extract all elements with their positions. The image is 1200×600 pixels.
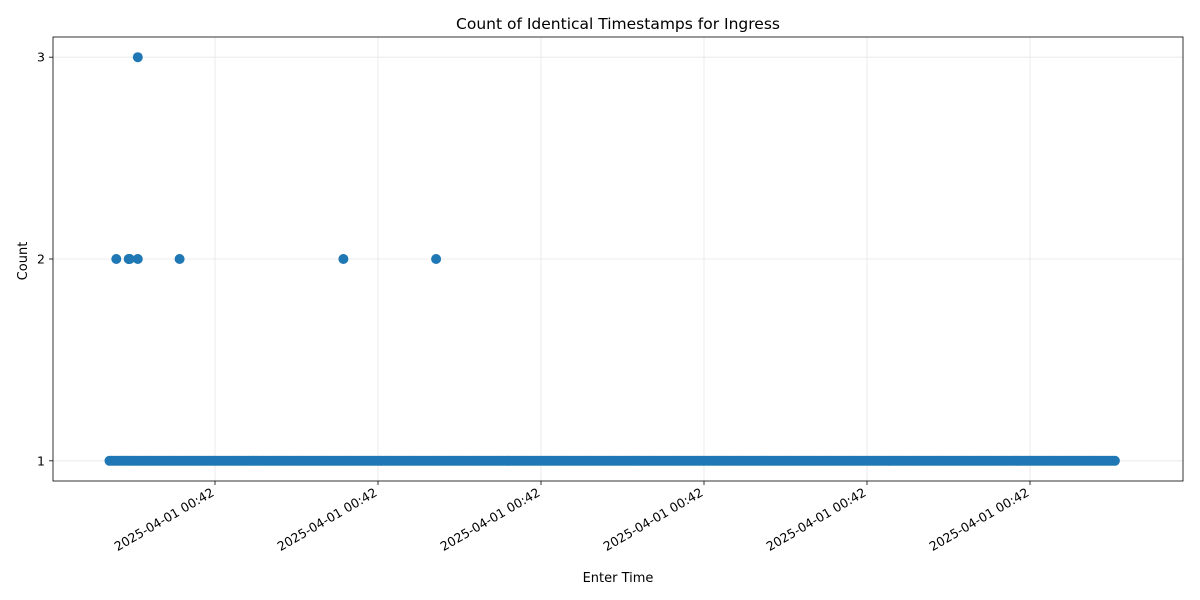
data-point [132,254,143,264]
x-tick-label: 2025-04-01 00:42 [926,485,1031,554]
data-point [338,254,349,264]
grid [53,37,1183,481]
x-tick-label: 2025-04-01 00:42 [274,485,379,554]
x-tick-label: 2025-04-01 00:42 [111,485,216,554]
y-tick-label: 1 [37,453,45,468]
y-tick-label: 3 [37,50,45,65]
chart-title: Count of Identical Timestamps for Ingres… [456,15,780,33]
x-tick-label: 2025-04-01 00:42 [437,485,542,554]
y-tick-label: 2 [37,252,45,267]
x-tick-label: 2025-04-01 00:42 [763,485,868,554]
x-tick-label: 2025-04-01 00:42 [600,485,705,554]
data-point [1109,455,1120,466]
data-points [104,52,1120,466]
data-point [124,254,135,264]
data-point [132,52,143,63]
data-point [111,254,122,264]
data-point [431,254,442,264]
axis-ticks: 2025-04-01 00:42 2025-04-01 00:42 2025-04-… [37,50,1031,554]
data-point [174,254,185,264]
y-axis-label: Count [16,242,31,281]
x-axis-label: Enter Time [583,571,654,586]
